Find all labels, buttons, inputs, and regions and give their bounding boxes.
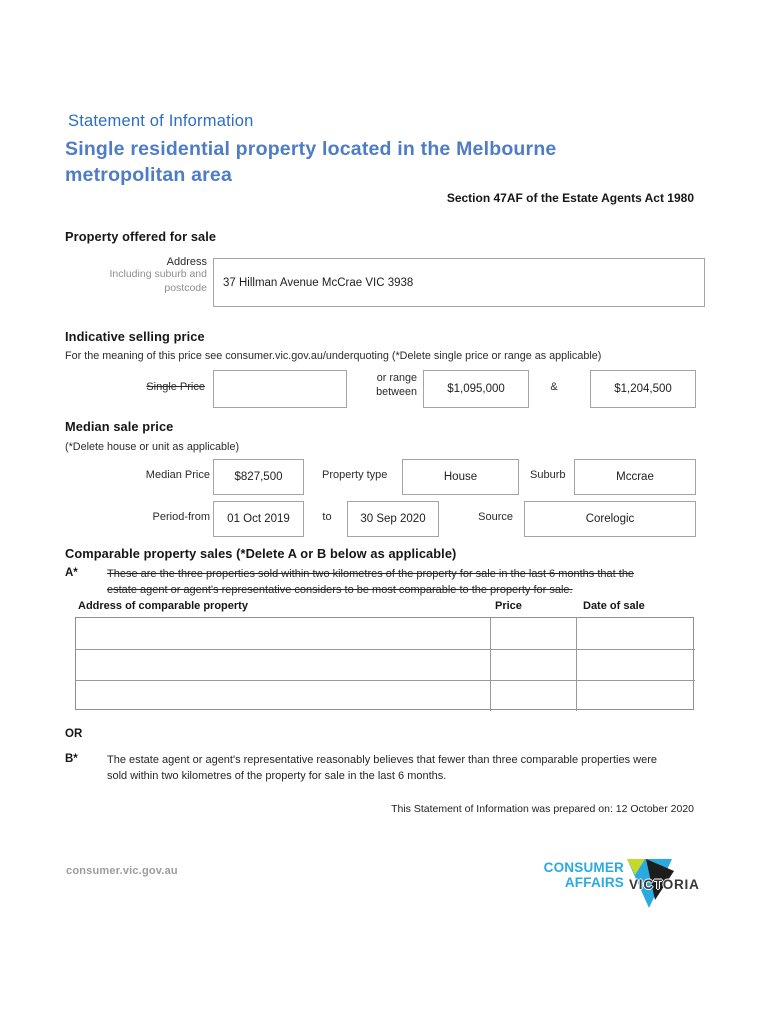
comparable-cell-price-3[interactable] [490, 680, 576, 711]
option-a-text: These are the three properties sold with… [107, 567, 707, 598]
comparable-cell-date-2[interactable] [576, 649, 695, 680]
indicative-price-note: For the meaning of this price see consum… [65, 350, 602, 362]
comparable-sales-heading: Comparable property sales (*Delete A or … [65, 546, 457, 561]
page-title-line1: Single residential property located in t… [65, 138, 557, 160]
median-price-label: Median Price [145, 469, 210, 481]
median-price-note: (*Delete house or unit as applicable) [65, 441, 240, 453]
logo-word-consumer: CONSUMER [543, 860, 624, 875]
source-field[interactable]: Corelogic [524, 501, 696, 537]
page-pretitle: Statement of Information [68, 112, 254, 130]
logo-word-victoria: VICTORIA [629, 877, 700, 892]
range-high-field[interactable]: $1,204,500 [590, 370, 696, 408]
prepared-on-text: This Statement of Information was prepar… [391, 803, 694, 815]
comparable-cell-date-1[interactable] [576, 618, 695, 649]
address-hint-line1: Including suburb and [109, 268, 208, 280]
range-ampersand: & [550, 381, 558, 393]
address-hint-line2: postcode [164, 281, 207, 294]
footer-site-url: consumer.vic.gov.au [66, 865, 178, 877]
source-label: Source [478, 511, 513, 523]
comparable-sales-table [75, 617, 695, 711]
option-a-line2: estate agent or agent's representative c… [107, 583, 573, 596]
range-label-block: or range between [350, 372, 417, 399]
property-type-field[interactable]: House [402, 459, 519, 495]
property-offered-heading: Property offered for sale [65, 229, 217, 244]
table-header-price: Price [495, 600, 522, 612]
range-low-field[interactable]: $1,095,000 [423, 370, 529, 408]
option-a-line1: These are the three properties sold with… [107, 568, 635, 580]
single-price-field[interactable] [213, 370, 347, 408]
option-b-line1: The estate agent or agent's representati… [107, 754, 657, 766]
period-from-label: Period-from [152, 511, 210, 523]
suburb-field[interactable]: Mccrae [574, 459, 696, 495]
option-b-label: B* [65, 753, 78, 765]
page-title-line2: metropolitan area [65, 164, 233, 186]
logo-wordmark: CONSUMER AFFAIRS [532, 860, 624, 890]
or-label: OR [65, 728, 83, 740]
indicative-price-heading: Indicative selling price [65, 329, 205, 344]
table-header-date: Date of sale [583, 600, 645, 612]
comparable-cell-price-2[interactable] [490, 649, 576, 680]
period-from-field[interactable]: 01 Oct 2019 [213, 501, 304, 537]
suburb-label: Suburb [530, 469, 566, 481]
property-type-label: Property type [322, 469, 388, 481]
period-to-label: to [322, 511, 332, 523]
comparable-cell-address-1[interactable] [76, 618, 490, 649]
comparable-cell-price-1[interactable] [490, 618, 576, 649]
page-title: Single residential property located in t… [65, 136, 665, 188]
consumer-affairs-victoria-logo: CONSUMER AFFAIRS VICTORIA [532, 856, 704, 912]
address-field[interactable]: 37 Hillman Avenue McCrae VIC 3938 [213, 258, 705, 307]
table-header-address: Address of comparable property [78, 600, 248, 612]
comparable-cell-address-2[interactable] [76, 649, 490, 680]
comparable-cell-address-3[interactable] [76, 680, 490, 711]
single-price-label: Single Price [146, 381, 205, 393]
comparable-cell-date-3[interactable] [576, 680, 695, 711]
victoria-triangle-icon [627, 859, 674, 908]
range-label-line1: or range [376, 372, 417, 384]
act-section-reference: Section 47AF of the Estate Agents Act 19… [446, 191, 694, 205]
option-a-label: A* [65, 567, 78, 579]
period-to-field[interactable]: 30 Sep 2020 [347, 501, 439, 537]
median-price-field[interactable]: $827,500 [213, 459, 304, 495]
address-label: Address [166, 256, 207, 268]
median-price-heading: Median sale price [65, 419, 174, 434]
option-b-text: The estate agent or agent's representati… [107, 753, 707, 784]
range-label-line2: between [376, 385, 417, 398]
option-b-line2: sold within two kilometres of the proper… [107, 769, 447, 782]
address-label-block: Address Including suburb and postcode [65, 256, 208, 295]
logo-word-affairs: AFFAIRS [564, 874, 624, 890]
